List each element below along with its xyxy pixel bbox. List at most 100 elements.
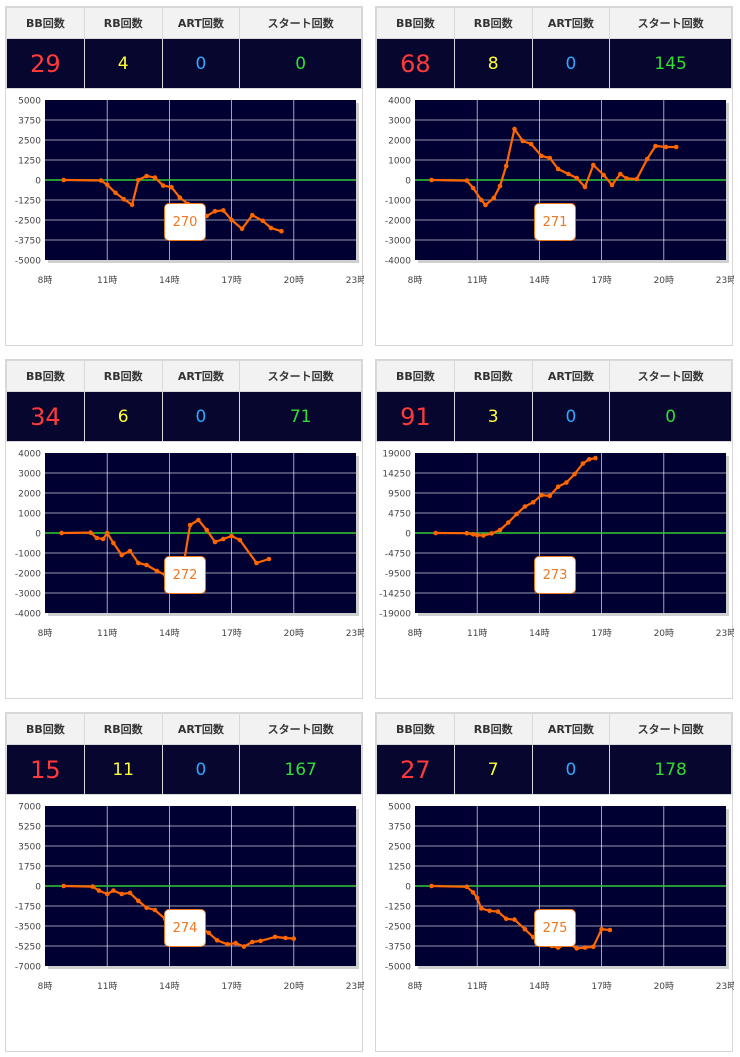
bb-count: 34	[6, 391, 85, 442]
data-point	[474, 895, 480, 901]
data-point	[497, 183, 503, 189]
x-tick-label: 11時	[97, 981, 117, 992]
data-point	[618, 171, 623, 177]
stats-table: BB回数 RB回数 ART回数 スタート回数 68 8 0 145	[376, 7, 732, 89]
rb-count: 7	[453, 744, 533, 795]
y-tick-label: 2000	[388, 137, 411, 147]
data-point	[212, 208, 218, 214]
data-point	[169, 184, 174, 190]
data-point	[98, 178, 104, 183]
machine-number-button[interactable]: 274	[164, 909, 206, 947]
art-header: ART回数	[531, 713, 611, 745]
data-point	[634, 176, 640, 182]
x-tick-label: 23時	[716, 981, 734, 992]
rb-count: 3	[453, 391, 533, 442]
machine-number-button[interactable]: 271	[534, 203, 576, 241]
y-tick-label: -1750	[15, 903, 41, 913]
data-point	[233, 940, 238, 946]
machine-card: BB回数 RB回数 ART回数 スタート回数 68 8 0 145 4000 30…	[375, 6, 734, 346]
y-tick-label: -14250	[379, 590, 411, 600]
data-point	[119, 891, 124, 897]
start-count: 0	[609, 391, 732, 442]
y-tick-label: 1250	[18, 157, 41, 167]
y-tick-label: -2000	[15, 570, 41, 580]
data-point	[61, 177, 66, 183]
stats-table: BB回数 RB回数 ART回数 スタート回数 15 11 0 167	[6, 713, 362, 795]
bb-count: 27	[376, 744, 455, 795]
data-point	[582, 945, 588, 950]
data-point	[591, 944, 596, 950]
x-tick-label: 23時	[346, 275, 364, 286]
machine-number-button[interactable]: 270	[164, 203, 206, 241]
data-point	[528, 141, 534, 147]
rb-header: RB回数	[453, 360, 533, 392]
data-point	[291, 936, 297, 941]
machine-number-button[interactable]: 272	[164, 556, 206, 594]
data-point	[530, 500, 536, 505]
data-point	[100, 536, 106, 542]
data-point	[127, 890, 133, 896]
data-point	[522, 926, 528, 932]
machine-number-button[interactable]: 275	[534, 909, 576, 947]
x-tick-label: 20時	[654, 275, 674, 286]
art-header: ART回数	[531, 360, 611, 392]
y-tick-label: -19000	[379, 610, 411, 620]
start-count: 0	[239, 38, 362, 89]
data-point	[237, 537, 243, 543]
data-point	[599, 926, 604, 932]
x-tick-label: 14時	[529, 628, 549, 639]
data-point	[136, 898, 141, 904]
y-tick-label: -3500	[15, 923, 41, 933]
data-point	[212, 539, 218, 545]
payout-chart: 19000 14250 9500 4750 0 -4750 -9500 -14250 -1900…	[379, 450, 734, 640]
start-count: 71	[239, 391, 362, 442]
x-tick-label: 14時	[529, 275, 549, 286]
rb-header: RB回数	[83, 7, 163, 39]
data-point	[111, 540, 116, 546]
data-point	[104, 530, 110, 536]
data-point	[522, 504, 528, 509]
x-tick-label: 20時	[284, 628, 304, 639]
y-tick-label: 0	[35, 883, 41, 893]
x-tick-label: 17時	[221, 275, 241, 286]
data-point	[94, 535, 100, 541]
x-tick-label: 11時	[467, 275, 487, 286]
data-point	[506, 520, 511, 525]
data-point	[644, 156, 650, 162]
y-tick-label: 2500	[388, 843, 411, 853]
data-point	[429, 883, 434, 889]
y-tick-label: 1000	[388, 157, 411, 167]
data-point	[483, 202, 488, 208]
data-point	[673, 144, 679, 150]
data-point	[624, 176, 629, 181]
data-point	[539, 492, 544, 498]
data-point	[206, 930, 212, 936]
y-tick-label: -2000	[385, 217, 411, 227]
x-tick-label: 20時	[654, 981, 674, 992]
y-tick-label: -3000	[15, 590, 41, 600]
rb-header: RB回数	[83, 360, 163, 392]
data-point	[59, 530, 64, 536]
data-point	[663, 144, 669, 150]
data-point	[474, 532, 480, 538]
data-point	[239, 226, 245, 232]
stats-table: BB回数 RB回数 ART回数 スタート回数 27 7 0 178	[376, 713, 732, 795]
bb-header: BB回数	[6, 713, 85, 745]
x-tick-label: 8時	[38, 628, 53, 639]
art-header: ART回数	[161, 713, 241, 745]
rb-header: RB回数	[453, 713, 533, 745]
machine-number-button[interactable]: 273	[534, 556, 576, 594]
data-point	[229, 533, 234, 539]
y-tick-label: 4000	[388, 97, 411, 107]
x-tick-label: 17時	[591, 981, 611, 992]
y-tick-label: -7000	[15, 963, 41, 973]
art-count: 0	[531, 38, 611, 89]
y-tick-label: 3000	[388, 117, 411, 127]
x-tick-label: 17時	[591, 628, 611, 639]
art-count: 0	[161, 744, 241, 795]
start-count: 145	[609, 38, 732, 89]
bb-header: BB回数	[6, 360, 85, 392]
data-point	[591, 162, 596, 168]
y-tick-label: -4750	[385, 550, 411, 560]
y-tick-label: 9500	[388, 490, 411, 500]
